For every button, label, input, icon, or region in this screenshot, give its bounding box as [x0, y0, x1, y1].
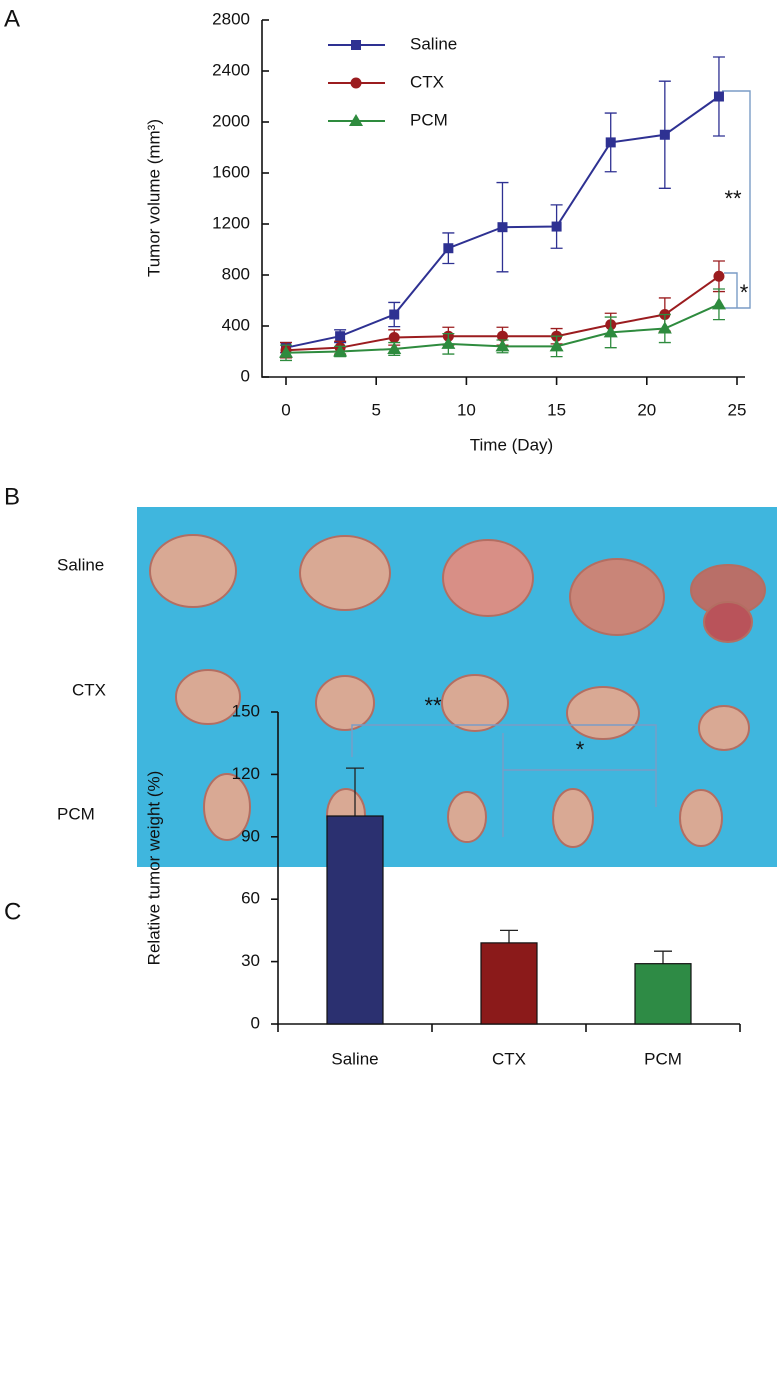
y-tick-label: 0	[241, 366, 250, 385]
x-tick-label: 0	[281, 400, 290, 419]
legend-marker	[349, 114, 363, 126]
significance-bracket	[351, 724, 657, 807]
legend-label: PCM	[410, 110, 448, 129]
x-tick-label: 5	[371, 400, 380, 419]
y-tick-label: 2000	[212, 111, 250, 130]
data-point	[497, 222, 508, 233]
y-tick-label: 90	[241, 826, 260, 845]
x-tick-label: 25	[728, 400, 747, 419]
row-label: Saline	[57, 555, 104, 574]
panel-label: B	[4, 483, 20, 510]
bar	[634, 963, 692, 1025]
y-tick-label: 150	[232, 701, 260, 720]
bar	[326, 815, 384, 1025]
y-tick-label: 800	[222, 264, 250, 283]
error-bar	[346, 767, 364, 816]
panel-label: A	[4, 5, 20, 32]
data-point	[659, 129, 670, 140]
legend-marker	[350, 77, 362, 89]
x-tick-label: 20	[637, 400, 656, 419]
data-point	[711, 297, 726, 310]
y-tick-label: 1600	[212, 162, 250, 181]
y-tick-label: 400	[222, 315, 250, 334]
data-point	[713, 91, 724, 102]
axis	[261, 20, 745, 378]
y-tick-label: 0	[251, 1013, 260, 1032]
significance: **	[724, 186, 742, 211]
data-point	[551, 221, 562, 232]
data-point	[713, 270, 725, 282]
data-point	[333, 344, 348, 357]
significance: *	[740, 280, 749, 305]
x-tick-label: 10	[457, 400, 476, 419]
tumors	[149, 534, 766, 848]
x-tick-label: PCM	[644, 1049, 682, 1068]
data-point	[495, 339, 510, 352]
row-label: CTX	[72, 680, 106, 699]
x-tick-label: Saline	[331, 1049, 378, 1068]
significance: **	[424, 693, 442, 718]
data-point	[335, 331, 346, 342]
y-axis-label: Relative tumor weight (%)	[144, 771, 163, 966]
data-point	[549, 339, 564, 352]
data-point	[441, 336, 456, 349]
legend-label: CTX	[410, 72, 444, 91]
legend-marker	[351, 40, 361, 50]
data-point	[657, 321, 672, 334]
x-axis-label: Time (Day)	[470, 435, 553, 454]
data-point	[387, 341, 402, 354]
x-tick-label: CTX	[492, 1049, 526, 1068]
data-point	[279, 345, 293, 358]
y-tick-label: 1200	[212, 213, 250, 232]
y-tick-label: 30	[241, 951, 260, 970]
data-point	[389, 309, 400, 320]
y-tick-label: 120	[232, 764, 260, 783]
data-point	[388, 331, 400, 343]
y-tick-label: 60	[241, 889, 260, 908]
data-point	[605, 137, 616, 148]
error-bar	[500, 929, 518, 943]
error-bar	[654, 950, 672, 964]
x-tick-label: 15	[547, 400, 566, 419]
data-point	[443, 243, 454, 254]
legend-label: Saline	[410, 34, 457, 53]
bar	[480, 942, 538, 1025]
y-axis-label: Tumor volume (mm³)	[144, 119, 163, 277]
y-tick-label: 2800	[212, 9, 250, 28]
significance-bracket	[724, 272, 738, 308]
photo: Saline CTX PCM	[57, 507, 777, 867]
panel-label: C	[4, 898, 21, 925]
significance-bracket	[502, 733, 656, 837]
data-point	[603, 325, 618, 338]
row-label: PCM	[57, 804, 95, 823]
y-tick-label: 2400	[212, 60, 250, 79]
data-point	[496, 330, 508, 342]
significance: *	[576, 737, 585, 762]
